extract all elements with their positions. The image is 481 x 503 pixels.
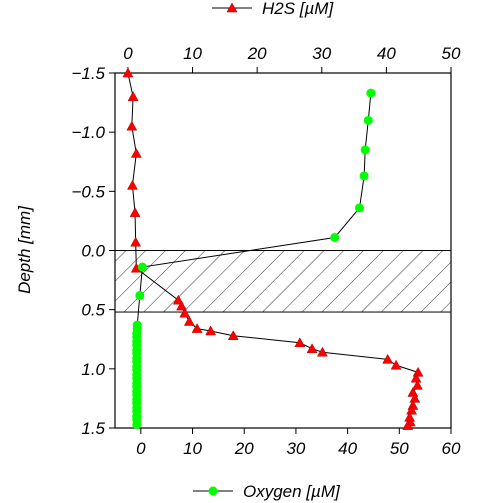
oxygen-point [355, 203, 365, 213]
h2s-point [382, 353, 394, 364]
h2s-point [411, 379, 423, 390]
bottom-x-tick-label: 30 [286, 439, 305, 458]
h2s-point [179, 307, 191, 318]
oxygen-point [360, 145, 370, 155]
h2s-line [127, 72, 419, 426]
h2s-point [126, 120, 138, 131]
h2s-point [402, 420, 414, 430]
top-x-tick-label: 20 [247, 44, 267, 63]
y-tick-label: 0.5 [81, 301, 105, 320]
h2s-point [406, 404, 418, 415]
bottom-x-tick-label: 50 [390, 439, 409, 458]
oxygen-legend-marker [208, 486, 218, 496]
h2s-point [129, 207, 141, 217]
y-tick-label: 0.0 [81, 242, 105, 261]
top-x-tick-label: 0 [123, 44, 133, 63]
h2s-point [183, 315, 195, 326]
h2s-point [409, 392, 421, 403]
h2s-point [294, 337, 306, 348]
bottom-x-tick-label: 60 [442, 439, 461, 458]
hatched-band [114, 250, 452, 313]
oxygen-point [135, 290, 145, 300]
y-tick-label: 1.0 [81, 360, 105, 379]
h2s-legend-marker [226, 2, 238, 13]
h2s-point [316, 346, 328, 357]
oxygen-point [363, 115, 373, 125]
top-axis-title: H2S [µM] [262, 0, 334, 18]
bottom-x-tick-label: 10 [183, 439, 202, 458]
oxygen-point [366, 88, 376, 98]
bottom-x-tick-label: 40 [338, 439, 357, 458]
h2s-point [127, 179, 138, 190]
h2s-point [306, 343, 318, 353]
top-x-tick-label: 10 [183, 44, 202, 63]
h2s-point [122, 67, 134, 78]
y-axis-title: Depth [mm] [15, 205, 34, 294]
oxygen-point [132, 419, 142, 429]
y-tick-label: −1.5 [71, 64, 105, 83]
bottom-axis-title: Oxygen [µM] [243, 482, 341, 501]
bottom-x-tick-label: 0 [136, 439, 146, 458]
h2s-point [191, 323, 203, 333]
h2s-point [227, 330, 239, 340]
h2s-point [127, 91, 139, 101]
oxygen-point [359, 171, 369, 181]
h2s-point [412, 366, 424, 377]
oxygen-point [330, 232, 340, 242]
top-x-tick-label: 50 [442, 44, 461, 63]
y-tick-label: −0.5 [71, 182, 105, 201]
y-tick-label: −1.0 [71, 123, 105, 142]
h2s-point [390, 359, 402, 370]
h2s-point [130, 147, 142, 158]
top-x-tick-label: 30 [312, 44, 331, 63]
h2s-point [130, 236, 142, 247]
h2s-point [205, 325, 217, 336]
top-x-tick-label: 40 [377, 44, 396, 63]
oxygen-point [137, 262, 147, 272]
y-tick-label: 1.5 [81, 419, 105, 438]
bottom-x-tick-label: 20 [234, 439, 254, 458]
h2s-point [176, 300, 187, 311]
